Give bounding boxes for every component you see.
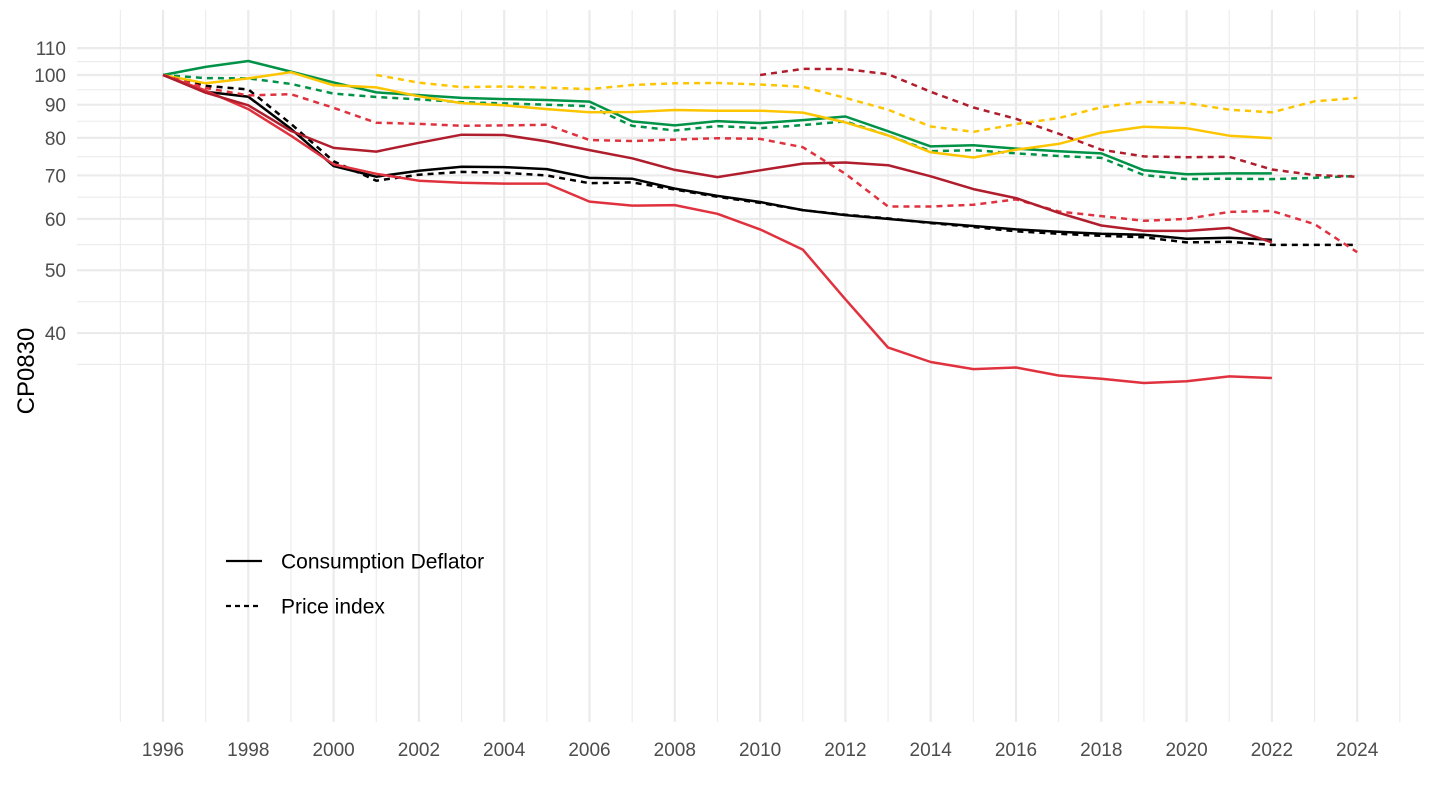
- y-tick-label: 50: [45, 261, 66, 282]
- x-tick-label: 2010: [739, 740, 781, 761]
- y-tick-label: 110: [36, 39, 66, 60]
- x-tick-labels: 1996 1998 2000 2002 2004 2006 2008 2010 2012 2014…: [142, 740, 1379, 761]
- y-tick-label: 70: [45, 166, 66, 187]
- legend-label-price-index: Price index: [281, 596, 385, 619]
- x-tick-label: 2000: [312, 740, 354, 761]
- series-layer: [162, 59, 1358, 385]
- legend-label-consumption-deflator: Consumption Deflator: [281, 551, 484, 574]
- x-tick-label: 2008: [654, 740, 696, 761]
- minor-gridlines: [77, 10, 1424, 722]
- x-tick-label: 2022: [1251, 740, 1293, 761]
- series-line-6-consumption-deflator: [162, 73, 1272, 385]
- x-tick-label: 2014: [910, 740, 953, 761]
- series-line-4-consumption-deflator: [162, 70, 1272, 159]
- x-tick-label: 2012: [824, 740, 866, 761]
- y-tick-label: 100: [34, 66, 66, 87]
- y-axis-title: CP0830: [13, 328, 40, 415]
- series-line-1-price-index: [162, 73, 1358, 247]
- y-tick-labels: 40 50 60 70 80 90 100 110: [34, 39, 66, 345]
- major-gridlines: [77, 10, 1424, 722]
- y-tick-label: 60: [45, 210, 66, 231]
- series-line-5-price-index: [376, 73, 1358, 134]
- series-line-8-consumption-deflator: [162, 73, 1273, 244]
- series-line-9-price-index: [759, 67, 1358, 178]
- y-tick-label: 90: [45, 96, 66, 117]
- legend: Consumption Deflator Price index: [226, 551, 484, 619]
- x-tick-label: 1998: [227, 740, 269, 761]
- x-tick-label: 1996: [142, 740, 184, 761]
- series-line-3-price-index: [162, 73, 1358, 181]
- x-tick-label: 2020: [1165, 740, 1207, 761]
- x-tick-label: 2024: [1336, 740, 1379, 761]
- series-line-7-price-index: [162, 73, 1358, 254]
- y-tick-label: 40: [45, 324, 66, 345]
- x-tick-label: 2016: [995, 740, 1037, 761]
- x-tick-label: 2006: [568, 740, 610, 761]
- x-tick-label: 2002: [398, 740, 440, 761]
- x-tick-label: 2004: [483, 740, 526, 761]
- x-tick-label: 2018: [1080, 740, 1122, 761]
- y-tick-label: 80: [45, 129, 66, 150]
